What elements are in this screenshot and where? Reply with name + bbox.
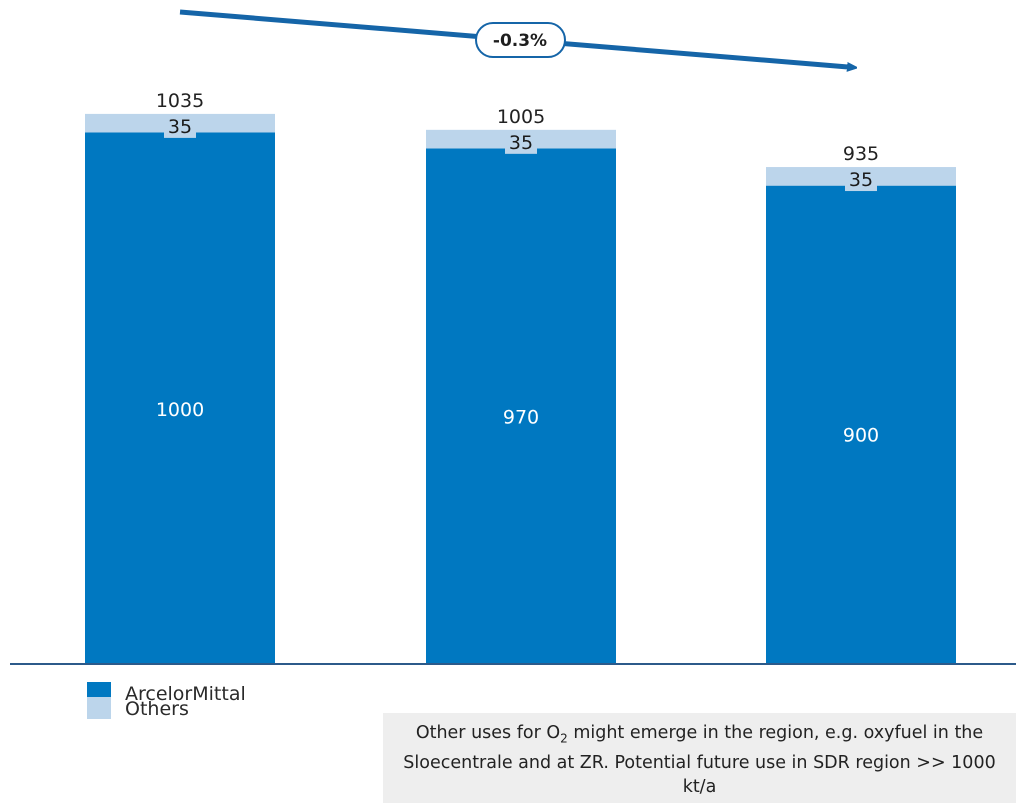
- note-prefix: Other uses for O: [415, 723, 561, 743]
- bars-layer: 1000 35 1035 970 35 1005 900 35 935: [85, 90, 956, 664]
- value-label-others-3: 35: [849, 169, 873, 191]
- value-label-arcelormittal-3: 900: [843, 424, 879, 446]
- value-label-others-2: 35: [509, 132, 533, 154]
- value-label-arcelormittal-1: 1000: [156, 399, 204, 421]
- note-subscript: 2: [560, 731, 568, 746]
- bar-arcelormittal-3: [766, 185, 956, 664]
- bar-arcelormittal-2: [426, 148, 616, 664]
- others-label-box-3: [845, 169, 877, 192]
- others-label-box-1: [164, 115, 196, 138]
- others-label-box-2: [505, 131, 537, 154]
- total-label-1: 1035: [156, 90, 204, 112]
- stacked-bar-chart: 1000 35 1035 970 35 1005 900 35 935 -0.3% Arcelo…: [10, 9, 1016, 705]
- total-label-2: 1005: [497, 106, 545, 128]
- note-suffix: might emerge in the region, e.g. oxyfuel…: [403, 723, 996, 797]
- value-label-arcelormittal-2: 970: [503, 407, 539, 429]
- cagr-badge: [475, 22, 566, 58]
- cagr-label: -0.3%: [493, 31, 547, 51]
- total-label-3: 935: [843, 143, 879, 165]
- legend-swatch-arcelormittal: [87, 682, 111, 704]
- legend-label-arcelormittal: ArcelorMittal: [125, 683, 246, 705]
- trend-arrow: -0.3%: [179, 9, 848, 67]
- legend: ArcelorMittal: [87, 682, 246, 705]
- value-label-others-1: 35: [168, 116, 192, 138]
- annotation-note: Other uses for O2 might emerge in the re…: [383, 713, 1016, 803]
- bar-arcelormittal-1: [85, 132, 275, 664]
